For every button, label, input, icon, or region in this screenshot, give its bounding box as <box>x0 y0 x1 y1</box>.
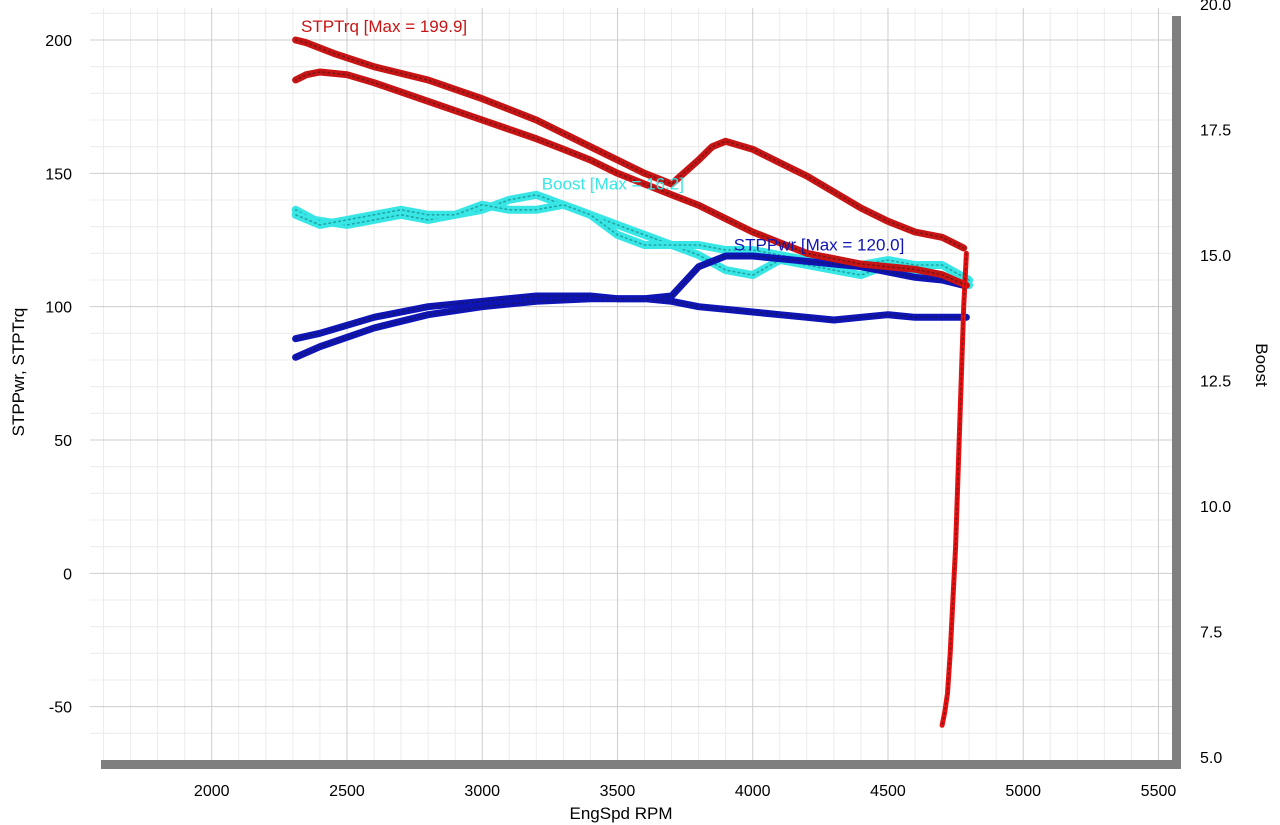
y-axis-label: STPPwr, STPTrq <box>9 308 28 437</box>
series-line-boost <box>291 190 974 290</box>
series-line-stppwr <box>292 252 968 361</box>
series-markers-stptrq-return <box>294 71 968 287</box>
y2-tick-label: 7.5 <box>1200 625 1222 642</box>
y-tick-label: 100 <box>45 300 72 317</box>
series-layer <box>291 36 974 728</box>
series-line-stppwr-return <box>292 292 970 343</box>
series-label-stppwr: STPPwr [Max = 120.0] <box>734 236 905 255</box>
series-markers-stppwr <box>294 255 965 359</box>
x-tick-label: 2500 <box>329 783 365 800</box>
plot-background <box>90 8 1172 760</box>
series-markers-stptrq-drop <box>941 252 968 727</box>
y2-tick-label: 20.0 <box>1200 0 1231 14</box>
x-tick-label: 5000 <box>1005 783 1041 800</box>
y2-tick-label: 15.0 <box>1200 248 1231 265</box>
series-label-stptrq: STPTrq [Max = 199.9] <box>301 17 467 36</box>
x-tick-label: 4000 <box>735 783 771 800</box>
series-line-stptrq <box>292 36 968 252</box>
grid-minor <box>90 8 1172 760</box>
y2-tick-label: 10.0 <box>1200 499 1231 516</box>
grid-major <box>90 8 1172 760</box>
series-markers-boost-return <box>294 203 970 281</box>
x-tick-label: 3000 <box>464 783 500 800</box>
series-label-boost: Boost [Max = 16.2] <box>542 175 684 194</box>
x-axis-label: EngSpd RPM <box>570 804 673 823</box>
y-tick-label: 150 <box>45 166 72 183</box>
y-tick-label: 50 <box>54 433 72 450</box>
y2-tick-label: 17.5 <box>1200 123 1231 140</box>
y-tick-label: 0 <box>63 566 72 583</box>
x-tick-label: 3500 <box>600 783 636 800</box>
y2-tick-label: 12.5 <box>1200 374 1231 391</box>
y2-axis-bar[interactable] <box>1172 16 1181 760</box>
series-markers-stptrq <box>294 39 965 249</box>
y2-tick-label: 5.0 <box>1200 750 1222 767</box>
series-line-stptrq-drop <box>939 250 969 728</box>
x-axis-bar[interactable] <box>101 760 1181 769</box>
y-tick-label: -50 <box>49 700 72 717</box>
x-tick-label: 4500 <box>870 783 906 800</box>
x-ticks: 2000 2500 3000 3500 4000 4500 5000 5500 <box>194 783 1176 800</box>
x-tick-label: 2000 <box>194 783 230 800</box>
y2-axis-label: Boost <box>1252 343 1271 387</box>
y-tick-label: 200 <box>45 33 72 50</box>
series-line-stptrq-return <box>292 68 970 289</box>
y2-ticks: 5.0 7.5 10.0 12.5 15.0 17.5 20.0 <box>1200 0 1231 767</box>
x-tick-label: 5500 <box>1141 783 1177 800</box>
y-ticks: -50 0 50 100 150 200 <box>45 33 72 717</box>
annotation-layer: STPTrq [Max = 199.9] Boost [Max = 16.2] ST… <box>301 17 904 255</box>
